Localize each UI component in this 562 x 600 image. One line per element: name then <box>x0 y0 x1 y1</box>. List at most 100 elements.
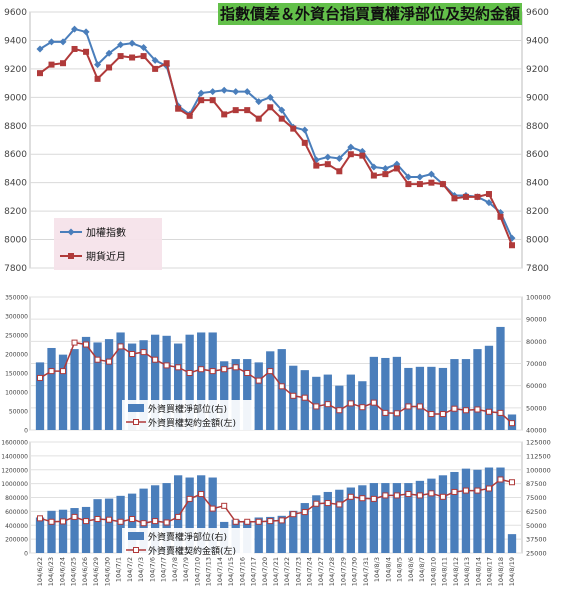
panel-3-bar <box>450 471 459 553</box>
panel-3-point <box>140 520 147 527</box>
panel-1-point <box>60 60 67 67</box>
panel-1-point <box>382 171 389 178</box>
legend-swatch-marker <box>67 228 75 236</box>
panel-1-point <box>243 88 251 96</box>
panel-2-point <box>198 366 205 373</box>
panel-2-bar <box>150 334 160 430</box>
panel-3-left-tick: 0 <box>24 551 28 558</box>
panel-3-point <box>301 509 308 516</box>
panel-3-point <box>175 513 182 520</box>
panel-3-bar <box>461 468 471 553</box>
panel-2-left-tick: 0 <box>24 428 28 435</box>
legend-label: 外資買權契約金額(左) <box>148 417 236 429</box>
x-axis-date-label: 104/8/3 <box>373 557 381 582</box>
panel-2-bar <box>104 339 114 430</box>
panel-1-point <box>232 107 239 114</box>
x-axis-date-label: 104/7/9 <box>182 557 190 582</box>
panel-2-point <box>301 394 308 401</box>
panel-2-bar <box>116 332 125 430</box>
panel-2-bar <box>312 376 321 430</box>
panel-2-point <box>209 368 216 375</box>
panel-1-point <box>151 56 159 64</box>
panel-1-point <box>485 199 493 207</box>
panel-1-left-tick: 9000 <box>4 93 27 103</box>
panel-1-point <box>381 164 389 172</box>
panel-2-bar <box>127 343 137 430</box>
panel-3-bar <box>369 483 378 553</box>
panel-1-left-tick: 8600 <box>4 150 27 160</box>
panel-1-left-tick: 9600 <box>4 8 27 18</box>
panel-1-point <box>509 242 515 249</box>
panel-3-bar <box>300 503 309 553</box>
legend-swatch-marker <box>133 419 139 425</box>
panel-2-point <box>428 411 435 418</box>
panel-1-right-tick: 8600 <box>526 150 549 160</box>
panel-1-point <box>82 28 90 36</box>
panel-3-bar <box>208 477 217 553</box>
panel-1-point <box>301 139 308 146</box>
panel-3-bar <box>438 475 448 553</box>
panel-3-left-tick: 1600000 <box>1 440 28 447</box>
panel-3-point <box>439 493 446 500</box>
panel-1-point <box>347 151 354 158</box>
panel-1-point <box>267 104 274 111</box>
x-axis-date-label: 104/8/17 <box>486 557 494 586</box>
panel-3-bar <box>162 483 171 553</box>
panel-3-point <box>60 518 67 525</box>
panel-1-point <box>324 153 332 161</box>
panel-1-point <box>335 154 343 162</box>
panel-1-point <box>128 39 136 47</box>
panel-3-point <box>244 518 251 525</box>
panel-3-right-tick: 125000 <box>526 439 551 447</box>
x-axis-date-label: 104/7/28 <box>328 557 336 586</box>
panel-1-point <box>278 115 285 122</box>
x-axis-date-label: 104/6/26 <box>81 557 89 586</box>
legend-swatch-bar <box>128 532 144 540</box>
panel-3-left-tick: 400000 <box>5 523 28 530</box>
panel-1-point <box>255 98 263 106</box>
x-axis-date-label: 104/6/29 <box>92 557 100 586</box>
panel-3-point <box>255 518 262 525</box>
panel-2-left-tick: 150000 <box>5 371 28 378</box>
x-axis-date-label: 104/8/12 <box>452 557 460 586</box>
panel-3-point <box>186 495 193 502</box>
panel-1-point <box>48 61 55 68</box>
panel-1-point <box>221 111 228 118</box>
panel-3-bar <box>415 480 425 553</box>
panel-3-point <box>278 517 285 524</box>
panel-3-right-tick: 112500 <box>526 452 551 460</box>
x-axis-date-label: 104/7/31 <box>362 557 370 586</box>
panel-1-legend <box>54 218 162 270</box>
panel-3-point <box>336 501 343 508</box>
panel-2-point <box>405 403 412 410</box>
panel-2-bar <box>162 335 171 430</box>
panel-2-bar <box>369 356 378 430</box>
panel-3-bar <box>427 478 436 553</box>
panel-3-bar <box>392 483 402 553</box>
panel-3-bar <box>335 489 344 553</box>
panel-3-point <box>509 479 515 486</box>
panel-3-bar <box>404 483 413 553</box>
panel-1-left-tick: 8200 <box>4 207 27 217</box>
x-axis-date-label: 104/7/24 <box>306 557 314 586</box>
panel-3-bar <box>346 487 355 553</box>
panel-1-point <box>129 54 136 61</box>
panel-2-bar <box>139 340 148 430</box>
panel-3-point <box>290 511 297 518</box>
x-axis-date-label: 104/8/4 <box>384 557 392 582</box>
panel-2-bar <box>58 354 68 430</box>
panel-1-point <box>37 70 43 77</box>
panel-3-bar <box>197 475 206 553</box>
panel-1-point <box>71 45 78 52</box>
panel-2-point <box>267 368 274 375</box>
panel-1-right-tick: 9200 <box>526 65 549 75</box>
panel-3-bar <box>277 515 286 553</box>
panel-2-point <box>416 403 423 410</box>
panel-1-point <box>404 173 412 181</box>
panel-1-point <box>106 64 113 71</box>
panel-1-point <box>36 45 44 53</box>
panel-1-left-tick: 8800 <box>4 122 27 132</box>
panel-3-bar <box>312 495 321 553</box>
panel-3-right-tick: 37500 <box>526 536 547 544</box>
panel-1-point <box>485 191 492 198</box>
